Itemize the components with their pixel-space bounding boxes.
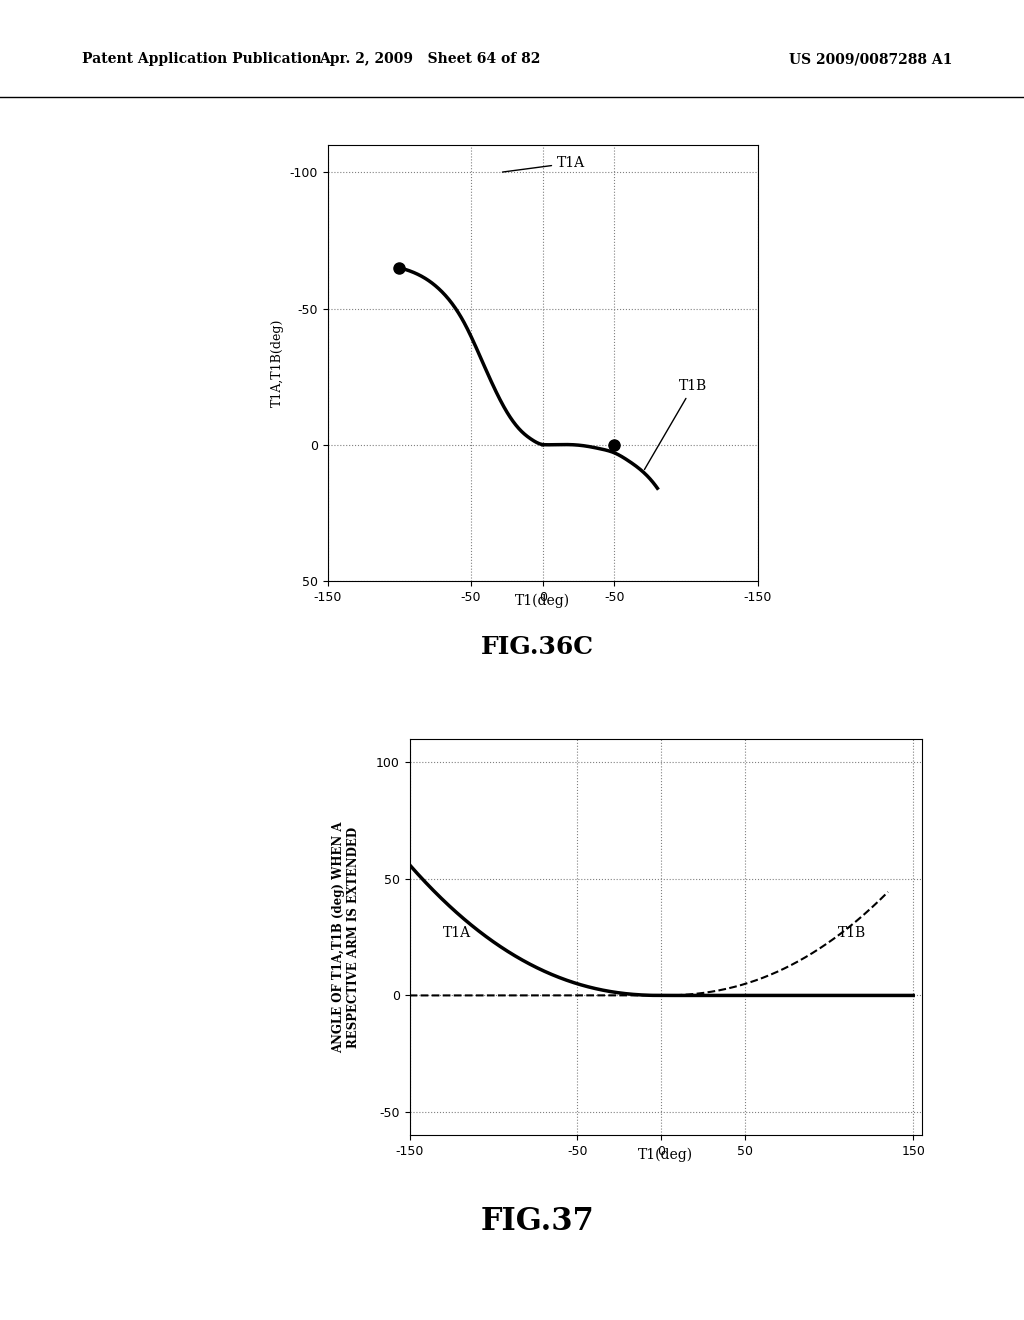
- Text: US 2009/0087288 A1: US 2009/0087288 A1: [788, 53, 952, 66]
- Text: T1B: T1B: [838, 927, 866, 940]
- Text: T1A: T1A: [443, 927, 471, 940]
- Text: Apr. 2, 2009   Sheet 64 of 82: Apr. 2, 2009 Sheet 64 of 82: [319, 53, 541, 66]
- Text: FIG.37: FIG.37: [480, 1205, 595, 1237]
- Text: ANGLE OF T1A,T1B (deg) WHEN A
RESPECTIVE ARM IS EXTENDED: ANGLE OF T1A,T1B (deg) WHEN A RESPECTIVE…: [333, 821, 360, 1053]
- Text: T1A: T1A: [503, 156, 585, 172]
- Text: T1(deg): T1(deg): [515, 594, 570, 607]
- Text: T1(deg): T1(deg): [638, 1148, 693, 1162]
- Y-axis label: T1A,T1B(deg): T1A,T1B(deg): [271, 319, 284, 407]
- Text: T1B: T1B: [644, 379, 708, 470]
- Text: FIG.36C: FIG.36C: [481, 635, 594, 659]
- Text: Patent Application Publication: Patent Application Publication: [82, 53, 322, 66]
